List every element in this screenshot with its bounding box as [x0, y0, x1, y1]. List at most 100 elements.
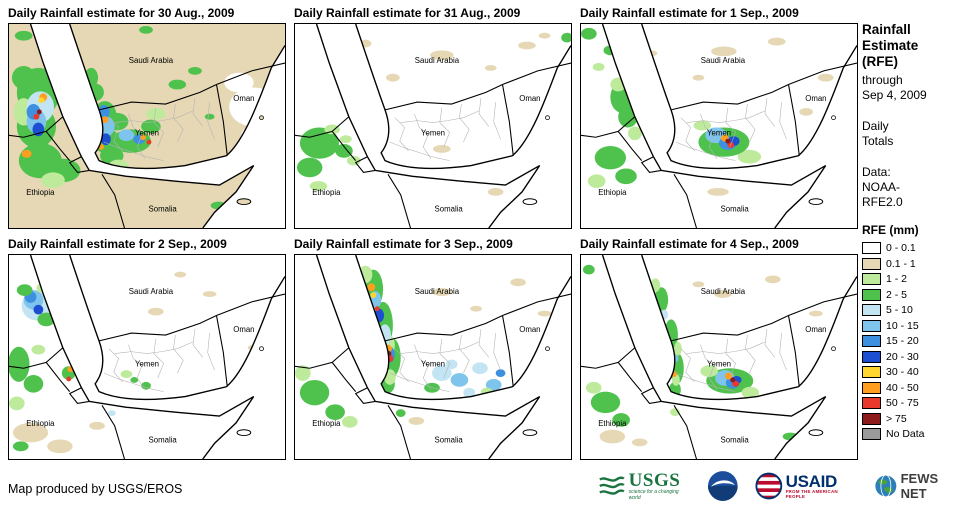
usgs-wordmark: USGS	[628, 469, 681, 491]
svg-text:Somalia: Somalia	[435, 204, 464, 213]
legend-swatch	[862, 381, 881, 394]
svg-text:Oman: Oman	[805, 94, 826, 103]
svg-text:Saudi Arabia: Saudi Arabia	[701, 56, 746, 65]
panel-title: Daily Rainfall estimate for 1 Sep., 2009	[580, 6, 799, 20]
legend-label: No Data	[886, 428, 925, 440]
usaid-wordmark: USAID	[785, 471, 838, 491]
panel-title: Daily Rainfall estimate for 4 Sep., 2009	[580, 237, 799, 251]
legend-swatch	[862, 366, 881, 378]
sidebar-title: Rainfall Estimate (RFE)	[862, 22, 919, 69]
map-frame: Saudi Arabia Oman Yemen Ethiopia Somalia	[294, 23, 572, 229]
rainfall-map: Saudi Arabia Oman Yemen Ethiopia Somalia	[9, 24, 285, 228]
rainfall-map: Saudi Arabia Oman Yemen Ethiopia Somalia	[581, 24, 857, 228]
legend-item: 0.1 - 1	[862, 257, 962, 270]
legend-item: 30 - 40	[862, 366, 962, 378]
legend-item: 10 - 15	[862, 319, 962, 332]
fewsnet-wordmark: FEWS NET	[900, 471, 939, 501]
svg-text:Yemen: Yemen	[707, 128, 731, 137]
legend-label: 40 - 50	[886, 381, 919, 394]
map-panel-5: Daily Rainfall estimate for 4 Sep., 2009…	[580, 237, 858, 460]
usgs-tagline: science for a changing world	[628, 488, 679, 501]
svg-text:Oman: Oman	[233, 325, 254, 334]
fewsnet-logo: FEWS NET	[874, 471, 967, 501]
legend-swatch	[862, 397, 881, 409]
legend-swatch	[862, 257, 881, 270]
svg-text:Ethiopia: Ethiopia	[598, 188, 627, 197]
svg-text:Yemen: Yemen	[421, 128, 445, 137]
legend-label: 30 - 40	[886, 366, 919, 378]
svg-text:Oman: Oman	[233, 94, 254, 103]
usaid-tagline: FROM THE AMERICAN PEOPLE	[785, 488, 838, 499]
svg-text:Somalia: Somalia	[149, 204, 178, 213]
svg-text:Ethiopia: Ethiopia	[312, 188, 341, 197]
legend-label: 2 - 5	[886, 288, 908, 301]
rainfall-map: Saudi Arabia Oman Yemen Ethiopia Somalia	[295, 24, 571, 228]
legend-item: No Data	[862, 428, 962, 440]
svg-text:Saudi Arabia: Saudi Arabia	[701, 287, 746, 296]
svg-text:Saudi Arabia: Saudi Arabia	[129, 56, 174, 65]
svg-text:Yemen: Yemen	[135, 359, 159, 368]
legend-item: 5 - 10	[862, 304, 962, 316]
usaid-logo: USAID FROM THE AMERICAN PEOPLE	[755, 472, 858, 500]
svg-text:Somalia: Somalia	[435, 435, 464, 444]
svg-text:Somalia: Somalia	[149, 435, 178, 444]
legend-label: 15 - 20	[886, 335, 919, 347]
legend-item: 15 - 20	[862, 335, 962, 347]
panel-title: Daily Rainfall estimate for 3 Sep., 2009	[294, 237, 513, 251]
legend-label: 20 - 30	[886, 350, 919, 363]
fewsnet-globe-icon	[874, 474, 898, 498]
legend-swatch	[862, 273, 881, 285]
panel-title: Daily Rainfall estimate for 2 Sep., 2009	[8, 237, 227, 251]
legend-item: 0 - 0.1	[862, 242, 962, 254]
legend-items: 0 - 0.1 0.1 - 1 1 - 2 2 - 5 5 - 10 10 - 15 15 …	[862, 242, 962, 440]
legend-label: 1 - 2	[886, 273, 908, 285]
map-frame: Saudi Arabia Oman Yemen Ethiopia Somalia	[8, 254, 286, 460]
usgs-wave-icon	[599, 476, 625, 495]
svg-text:Oman: Oman	[519, 94, 540, 103]
legend-swatch	[862, 350, 881, 363]
legend-swatch	[862, 242, 881, 254]
svg-text:Oman: Oman	[805, 325, 826, 334]
svg-text:Ethiopia: Ethiopia	[598, 419, 627, 428]
svg-text:Ethiopia: Ethiopia	[26, 419, 55, 428]
map-panel-3: Daily Rainfall estimate for 2 Sep., 2009…	[8, 237, 286, 460]
rainfall-map: Saudi Arabia Oman Yemen Ethiopia Somalia	[295, 255, 571, 459]
map-frame: Saudi Arabia Oman Yemen Ethiopia Somalia	[8, 23, 286, 229]
legend-title: RFE (mm)	[862, 223, 919, 237]
legend-item: 2 - 5	[862, 288, 962, 301]
map-attribution: Map produced by USGS/EROS	[8, 482, 183, 496]
svg-text:Yemen: Yemen	[421, 359, 445, 368]
sidebar-subtitle: through Sep 4, 2009	[862, 73, 927, 102]
legend: RFE (mm) 0 - 0.1 0.1 - 1 1 - 2 2 - 5 5 - 10 1…	[862, 223, 962, 440]
legend-item: 20 - 30	[862, 350, 962, 363]
map-grid: Daily Rainfall estimate for 30 Aug., 200…	[8, 6, 858, 460]
map-frame: Saudi Arabia Oman Yemen Ethiopia Somalia	[294, 254, 572, 460]
rainfall-map: Saudi Arabia Oman Yemen Ethiopia Somalia	[9, 255, 285, 459]
legend-swatch	[862, 335, 881, 347]
legend-label: > 75	[886, 412, 907, 425]
panel-title: Daily Rainfall estimate for 30 Aug., 200…	[8, 6, 235, 20]
usaid-seal-icon	[755, 472, 783, 500]
legend-swatch	[862, 412, 881, 425]
noaa-logo	[708, 471, 738, 501]
legend-label: 0.1 - 1	[886, 257, 916, 270]
sidebar: Rainfall Estimate (RFE) through Sep 4, 2…	[862, 22, 962, 444]
legend-item: 50 - 75	[862, 397, 962, 409]
map-panel-1: Daily Rainfall estimate for 31 Aug., 200…	[294, 6, 572, 229]
usgs-logo: USGS science for a changing world	[598, 469, 691, 501]
svg-text:Oman: Oman	[519, 325, 540, 334]
svg-text:Saudi Arabia: Saudi Arabia	[129, 287, 174, 296]
legend-label: 0 - 0.1	[886, 242, 916, 254]
legend-swatch	[862, 288, 881, 301]
legend-swatch	[862, 428, 881, 440]
footer-logos: USGS science for a changing world	[598, 466, 967, 506]
legend-item: 1 - 2	[862, 273, 962, 285]
panel-title: Daily Rainfall estimate for 31 Aug., 200…	[294, 6, 521, 20]
svg-text:Saudi Arabia: Saudi Arabia	[415, 287, 460, 296]
svg-text:Yemen: Yemen	[135, 128, 159, 137]
svg-text:Somalia: Somalia	[721, 204, 750, 213]
map-panel-4: Daily Rainfall estimate for 3 Sep., 2009…	[294, 237, 572, 460]
svg-text:Ethiopia: Ethiopia	[312, 419, 341, 428]
legend-label: 10 - 15	[886, 319, 919, 332]
